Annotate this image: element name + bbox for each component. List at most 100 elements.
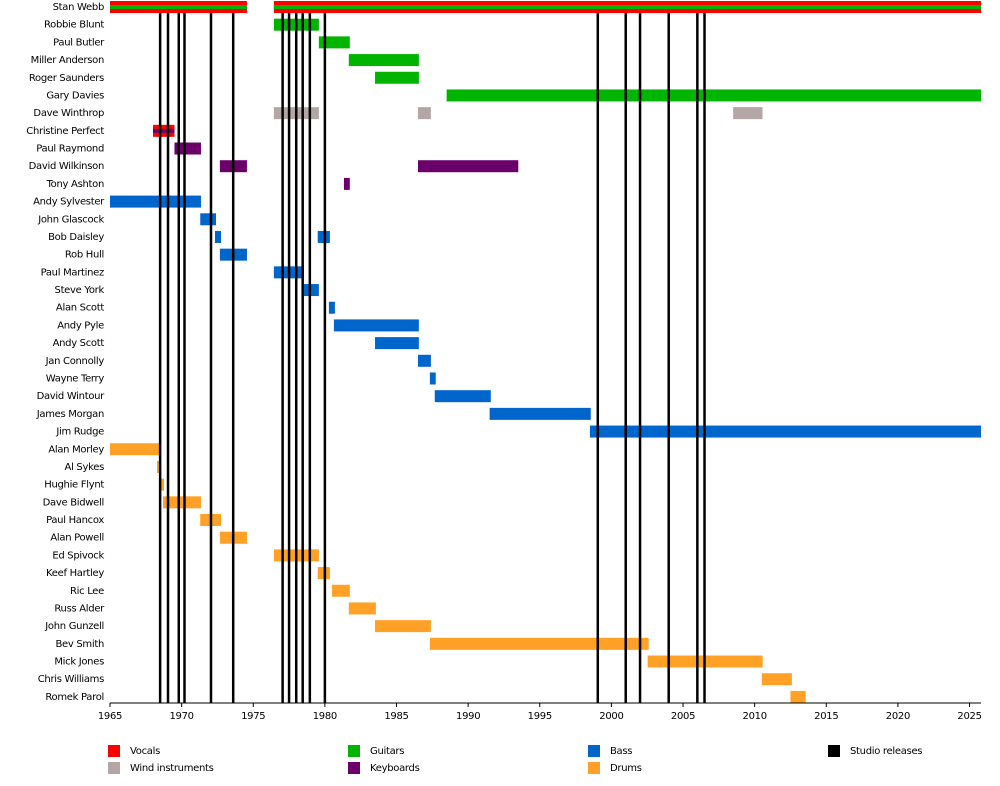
x-tick-label: 2010 [743,711,767,722]
tenure-bar [446,89,981,102]
tenure-stripe [152,128,175,133]
x-tick-label: 2005 [671,711,695,722]
tenure-bar [375,337,419,350]
tenure-bar [418,107,431,120]
tenure-bar [348,602,376,615]
member-label: Keef Hartley [46,568,104,579]
member-label: Bev Smith [55,639,104,650]
member-label: Roger Saunders [29,73,104,84]
x-tick-label: 2015 [814,711,838,722]
tenure-bar [303,284,319,297]
tenure-bar [333,319,419,332]
legend-label: Drums [610,763,642,774]
tenure-bar [343,177,350,190]
member-label: James Morgan [36,409,104,420]
tenure-bar [589,425,981,438]
x-tick-label: 1975 [241,711,265,722]
member-label: Paul Butler [53,37,105,48]
member-label: Rob Hull [65,250,104,261]
member-label: David Wilkinson [29,161,104,172]
tenure-bar [429,637,649,650]
member-label: Steve York [55,285,105,296]
tenure-bar [348,54,419,67]
x-tick-label: 1995 [528,711,552,722]
x-tick-label: 1985 [384,711,408,722]
tenure-bar [110,443,159,456]
tenure-bar [761,673,792,686]
x-tick-label: 1990 [456,711,480,722]
member-label: Robbie Blunt [44,20,104,31]
legend-swatch [588,762,600,774]
legend-swatch [588,745,600,757]
member-label: Paul Raymond [36,144,104,155]
tenure-bar [163,496,201,509]
tenure-bar [418,160,519,173]
member-label: Dave Bidwell [43,497,104,508]
legend-label: Wind instruments [130,763,214,774]
x-tick-label: 1965 [98,711,122,722]
member-label: Paul Hancox [46,515,104,526]
tenure-bar [429,372,436,385]
member-label: Jim Rudge [55,427,104,438]
tenure-bar [790,690,806,703]
member-label: Alan Morley [48,444,104,455]
legend-label: Vocals [130,746,160,757]
tenure-bar [733,107,763,120]
member-label: Bob Daisley [48,232,104,243]
legend-label: Bass [610,746,632,757]
tenure-bar [160,478,165,491]
legend-swatch [348,745,360,757]
tenure-bar [200,213,217,226]
tenure-stripe [110,5,247,9]
member-label: Russ Alder [54,603,105,614]
legend-label: Studio releases [850,746,922,757]
member-label: Tony Ashton [46,179,104,190]
member-label: Stan Webb [53,2,104,13]
legend-swatch [108,745,120,757]
member-label: Dave Winthrop [33,108,104,119]
member-label: Alan Scott [56,303,104,314]
tenure-bar [318,36,350,49]
member-label: Chris Williams [38,674,104,685]
member-label: Christine Perfect [26,126,104,137]
member-label: Ed Spivock [52,550,104,561]
x-tick-label: 2000 [599,711,623,722]
tenure-bar [110,195,201,208]
member-label: Miller Anderson [31,55,104,66]
legend-label: Keyboards [370,763,420,774]
tenure-bar [332,584,350,597]
member-label: Andy Scott [53,338,105,349]
legend-label: Guitars [370,746,404,757]
x-tick-label: 2025 [957,711,981,722]
tenure-bar [489,407,591,420]
legend-swatch [108,762,120,774]
member-label: Ric Lee [70,586,104,597]
member-label: Gary Davies [46,90,104,101]
member-label: Mick Jones [54,657,104,668]
member-label: John Glascock [37,214,104,225]
member-label: Andy Pyle [57,320,104,331]
tenure-stripe [273,5,982,9]
tenure-bar [174,142,201,155]
member-label: Alan Powell [50,533,104,544]
member-label: Paul Martinez [41,267,104,278]
x-tick-label: 1970 [170,711,194,722]
member-label: Al Sykes [65,462,105,473]
tenure-bar [215,230,222,243]
tenure-bar [418,354,431,367]
member-label: John Gunzell [44,621,104,632]
member-label: Jan Connolly [45,356,105,367]
tenure-bar [434,390,491,403]
x-tick-label: 2020 [886,711,910,722]
member-label: Romek Parol [45,692,104,703]
tenure-bar [375,620,431,633]
member-label: Wayne Terry [46,373,105,384]
member-label: Hughie Flynt [44,480,104,491]
member-label: David Wintour [37,391,106,402]
legend-swatch [348,762,360,774]
x-tick-label: 1980 [313,711,337,722]
tenure-bar [328,301,335,314]
tenure-bar [375,71,419,84]
legend-swatch [828,745,840,757]
